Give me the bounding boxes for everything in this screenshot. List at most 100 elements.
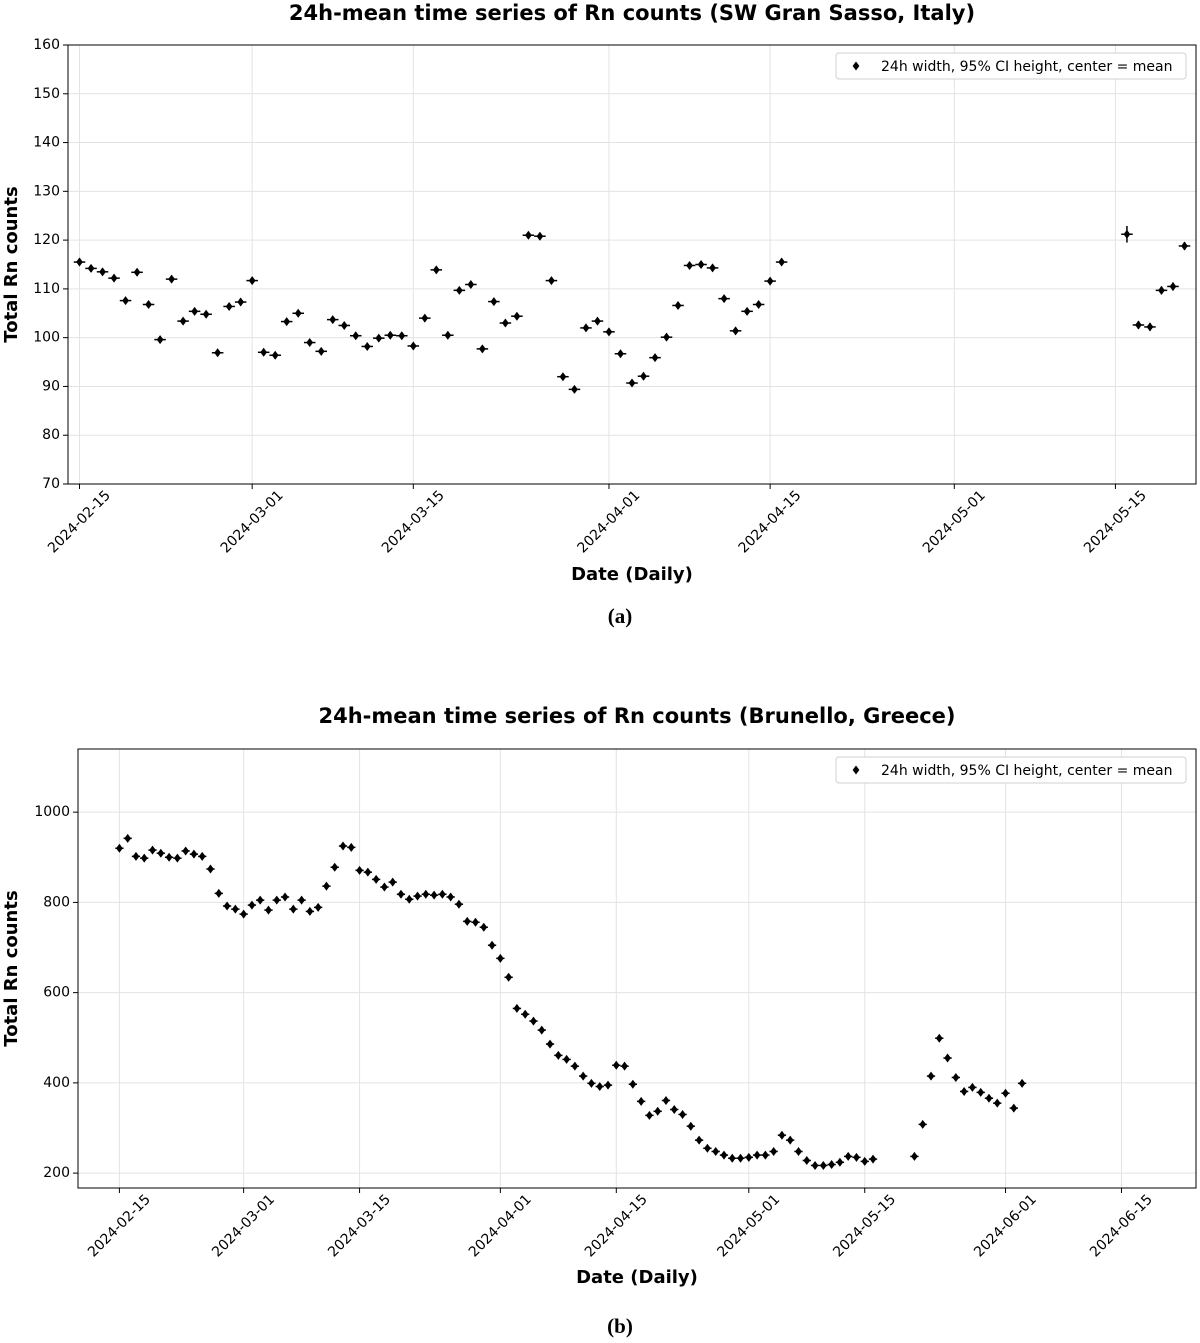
x-tick-label: 2024-03-01	[209, 1192, 278, 1261]
marker	[488, 940, 496, 950]
marker	[281, 892, 289, 902]
marker	[271, 350, 279, 360]
marker	[1002, 1088, 1009, 1098]
marker	[505, 972, 513, 982]
marker	[621, 1061, 628, 1071]
marker	[273, 895, 281, 905]
x-tick-label: 2024-06-15	[1087, 1192, 1156, 1261]
marker	[447, 892, 455, 902]
legend-label: 24h width, 95% CI height, center = mean	[881, 763, 1172, 779]
marker	[663, 332, 670, 342]
marker	[339, 841, 347, 851]
marker	[513, 1003, 521, 1013]
marker	[554, 1050, 562, 1060]
marker	[202, 309, 210, 319]
marker	[214, 348, 222, 358]
marker	[853, 1152, 860, 1162]
x-tick-label: 2024-04-15	[736, 488, 805, 557]
marker	[132, 851, 140, 861]
marker	[347, 842, 355, 852]
marker	[294, 308, 302, 318]
marker	[803, 1155, 811, 1165]
marker	[190, 849, 198, 859]
marker	[536, 231, 544, 241]
marker	[133, 267, 141, 277]
marker	[165, 852, 173, 862]
marker	[646, 1110, 653, 1120]
marker	[237, 297, 245, 307]
marker	[455, 285, 463, 295]
marker	[1123, 229, 1131, 239]
marker	[969, 1082, 976, 1092]
marker	[546, 1039, 554, 1049]
marker	[363, 341, 371, 351]
marker	[225, 301, 233, 311]
marker	[617, 349, 624, 359]
marker	[745, 1152, 753, 1162]
y-tick-label: 90	[42, 378, 60, 394]
marker	[323, 881, 330, 891]
marker	[331, 862, 339, 872]
marker	[778, 257, 786, 267]
marker	[1018, 1078, 1026, 1088]
marker	[1158, 285, 1165, 295]
chart-title: 24h-mean time series of Rn counts (Brune…	[319, 704, 956, 728]
legend-box	[835, 756, 1187, 784]
marker	[467, 279, 475, 289]
x-axis-label: Date (Daily)	[576, 1267, 698, 1288]
marker	[207, 864, 214, 874]
marker	[375, 333, 383, 343]
marker	[629, 1079, 637, 1089]
marker	[191, 306, 198, 316]
plot-frame	[77, 748, 1197, 1189]
y-axis-label: Total Rn counts	[1, 186, 22, 342]
marker	[944, 1053, 951, 1063]
marker	[480, 922, 488, 932]
marker	[87, 263, 95, 273]
marker	[430, 890, 438, 900]
caption: (a)	[608, 604, 633, 628]
marker	[571, 384, 578, 394]
marker	[952, 1072, 960, 1082]
marker	[662, 1095, 670, 1105]
marker	[755, 299, 762, 309]
x-tick-label: 2024-03-01	[218, 488, 287, 557]
marker	[637, 1096, 645, 1106]
marker	[732, 326, 739, 336]
x-axis-label: Date (Daily)	[571, 564, 693, 585]
x-tick-label: 2024-05-15	[830, 1192, 899, 1261]
x-tick-label: 2024-04-01	[466, 1192, 535, 1261]
marker	[993, 1098, 1001, 1108]
marker	[340, 320, 348, 330]
marker	[579, 1071, 587, 1081]
marker	[223, 901, 231, 911]
marker	[538, 1025, 546, 1035]
marker	[687, 1121, 695, 1131]
marker	[1146, 322, 1154, 332]
y-tick-label: 600	[43, 985, 70, 1001]
chart-title: 24h-mean time series of Rn counts (SW Gr…	[289, 1, 975, 25]
marker	[640, 371, 647, 381]
marker	[472, 917, 479, 927]
marker	[935, 1033, 943, 1043]
plot-frame	[67, 44, 1197, 485]
y-tick-label: 200	[43, 1165, 70, 1181]
marker	[478, 344, 486, 354]
marker	[985, 1093, 993, 1103]
marker	[156, 335, 164, 345]
marker	[398, 331, 406, 341]
marker	[1135, 320, 1142, 330]
marker	[720, 1150, 728, 1160]
marker	[628, 378, 636, 388]
marker	[761, 1150, 769, 1160]
marker	[525, 230, 532, 240]
marker	[1181, 241, 1188, 251]
marker	[352, 331, 360, 341]
x-tick-label: 2024-04-01	[575, 488, 644, 557]
marker	[174, 853, 181, 863]
marker	[960, 1086, 968, 1096]
legend-label: 24h width, 95% CI height, center = mean	[881, 59, 1172, 75]
marker	[444, 330, 452, 340]
x-tick-label: 2024-06-01	[971, 1192, 1040, 1261]
marker	[588, 1078, 595, 1088]
